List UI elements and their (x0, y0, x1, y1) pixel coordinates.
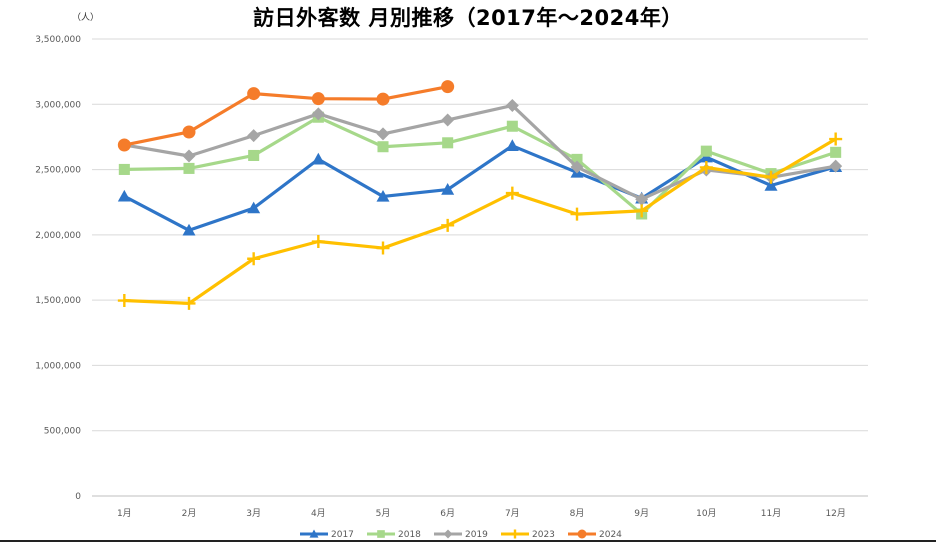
y-tick-label: 1,500,000 (35, 296, 81, 306)
data-point-2018 (700, 145, 712, 157)
data-point-2018 (830, 146, 842, 158)
data-point-2023 (570, 207, 584, 221)
y-tick-label: 3,500,000 (35, 35, 81, 45)
data-point-2019 (441, 113, 455, 127)
data-point-2023 (441, 218, 455, 232)
x-tick-label: 6月 (440, 508, 455, 519)
legend-marker-2024 (577, 529, 587, 539)
data-point-2019 (311, 107, 325, 121)
data-point-2019 (635, 192, 649, 206)
x-tick-label: 5月 (376, 508, 391, 519)
data-point-2024 (376, 92, 390, 106)
data-point-2019 (505, 98, 519, 112)
data-point-2019 (247, 129, 261, 143)
data-point-2017 (117, 189, 131, 202)
x-tick-label: 11月 (761, 508, 781, 519)
x-tick-label: 9月 (634, 508, 649, 519)
y-unit-label: （人） (72, 13, 100, 23)
data-point-2023 (699, 160, 713, 174)
data-point-2023 (764, 170, 778, 184)
data-point-2018 (377, 141, 389, 153)
x-tick-label: 2月 (182, 508, 197, 519)
data-point-2023 (117, 294, 131, 308)
legend-marker-2023 (510, 529, 520, 539)
data-point-2017 (441, 183, 455, 195)
data-point-2023 (829, 132, 843, 146)
data-point-2023 (505, 186, 519, 200)
bottom-border (0, 540, 936, 542)
data-point-2024 (441, 80, 455, 94)
x-tick-label: 4月 (311, 508, 326, 519)
x-tick-label: 10月 (696, 508, 716, 519)
data-point-2019 (570, 160, 584, 174)
data-point-2023 (376, 241, 390, 255)
legend-label-2018: 2018 (398, 530, 421, 540)
data-point-2017 (182, 223, 196, 236)
data-point-2023 (311, 235, 325, 249)
data-point-2019 (829, 159, 843, 173)
data-point-2024 (247, 87, 261, 101)
data-point-2017 (764, 179, 778, 191)
data-point-2017 (505, 139, 519, 152)
legend-marker-2018 (377, 530, 385, 538)
data-point-2023 (635, 204, 649, 218)
data-point-2023 (182, 296, 196, 310)
y-tick-label: 1,000,000 (35, 361, 81, 371)
data-point-2018 (442, 137, 454, 149)
y-tick-label: 0 (75, 492, 81, 502)
x-tick-label: 7月 (505, 508, 520, 519)
data-point-2024 (117, 138, 131, 152)
series-line-2023 (124, 137, 837, 306)
y-tick-label: 3,000,000 (35, 100, 81, 110)
x-tick-label: 1月 (117, 508, 132, 519)
data-point-2018 (248, 149, 260, 161)
data-point-2017 (311, 152, 325, 165)
data-point-2024 (182, 125, 196, 139)
x-tick-label: 8月 (570, 508, 585, 519)
data-point-2019 (182, 149, 196, 163)
legend-marker-2019 (443, 529, 453, 539)
data-point-2018 (183, 162, 195, 174)
data-point-2019 (376, 127, 390, 141)
legend-label-2017: 2017 (331, 530, 354, 540)
series-line-2024 (124, 85, 448, 147)
x-tick-label: 12月 (825, 508, 845, 519)
data-point-2017 (247, 201, 261, 214)
legend-label-2023: 2023 (532, 530, 555, 540)
data-point-2024 (311, 92, 325, 106)
data-point-2023 (247, 252, 261, 266)
series-line-2017 (123, 144, 837, 232)
chart-title: 訪日外客数 月別推移（2017年～2024年） (253, 6, 683, 30)
series-line-2018 (124, 115, 837, 216)
series-line-2019 (124, 103, 836, 201)
y-tick-label: 500,000 (44, 427, 81, 437)
legend-marker-2017 (309, 529, 319, 538)
data-point-2018 (118, 163, 130, 175)
y-tick-label: 2,000,000 (35, 231, 81, 241)
data-point-2017 (376, 189, 390, 202)
data-point-2018 (506, 120, 518, 132)
legend-label-2024: 2024 (599, 530, 622, 540)
x-tick-label: 3月 (246, 508, 261, 519)
legend-label-2019: 2019 (465, 530, 488, 540)
data-point-2018 (571, 153, 583, 165)
y-tick-label: 2,500,000 (35, 166, 81, 176)
